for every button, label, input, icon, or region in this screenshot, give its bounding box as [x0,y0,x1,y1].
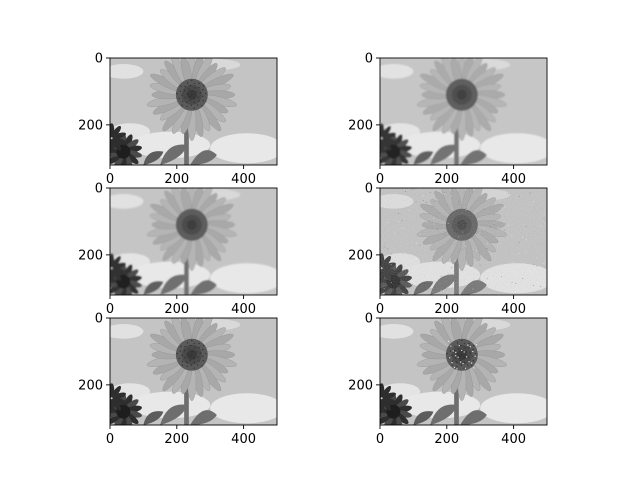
subplot-r2-c0: 0 200 400 0 200 [78,312,278,447]
x-tick-label: 400 [231,432,256,447]
x-tick-label: 0 [106,172,114,187]
x-tick-label: 400 [231,172,256,187]
y-tick-label: 0 [95,312,103,327]
x-tick-label: 200 [434,432,459,447]
axes-frame [109,317,278,426]
y-tick-label: 200 [348,378,373,393]
x-tick-label: 0 [376,172,384,187]
x-tick-label: 400 [231,302,256,317]
x-tick-label: 200 [164,302,189,317]
subplot-r1-c1: 0 200 400 0 200 [348,182,548,317]
x-tick-label: 0 [106,302,114,317]
sunflower-image [380,318,547,425]
axes-frame [109,187,278,296]
subplot-grid: 0 200 400 0 200 0 200 400 0 200 0 200 400 0 200 0 200 400… [78,52,548,447]
sunflower-image [380,188,547,295]
y-tick-label: 0 [365,182,373,197]
x-tick-label: 0 [376,432,384,447]
x-tick-label: 400 [501,302,526,317]
x-tick-label: 200 [434,302,459,317]
sunflower-image [380,58,547,165]
x-tick-label: 0 [106,432,114,447]
sunflower-image [110,188,277,295]
subplot-r1-c0: 0 200 400 0 200 [78,182,278,317]
axes-frame [109,57,278,166]
sunflower-image [110,58,277,165]
sunflower-image [110,318,277,425]
y-tick-label: 200 [348,248,373,263]
subplot-r0-c1: 0 200 400 0 200 [348,52,548,187]
y-tick-label: 200 [78,248,103,263]
x-tick-label: 400 [501,432,526,447]
y-tick-label: 0 [365,312,373,327]
axes-frame [379,187,548,296]
y-tick-label: 200 [78,378,103,393]
x-tick-label: 400 [501,172,526,187]
y-tick-label: 0 [95,52,103,67]
subplot-r2-c1: 0 200 400 0 200 [348,312,548,447]
subplot-r0-c0: 0 200 400 0 200 [78,52,278,187]
x-tick-label: 200 [164,172,189,187]
axes-frame [379,57,548,166]
y-tick-label: 200 [348,118,373,133]
x-tick-label: 200 [164,432,189,447]
y-tick-label: 0 [95,182,103,197]
x-tick-label: 200 [434,172,459,187]
y-tick-label: 200 [78,118,103,133]
axes-frame [379,317,548,426]
x-tick-label: 0 [376,302,384,317]
y-tick-label: 0 [365,52,373,67]
